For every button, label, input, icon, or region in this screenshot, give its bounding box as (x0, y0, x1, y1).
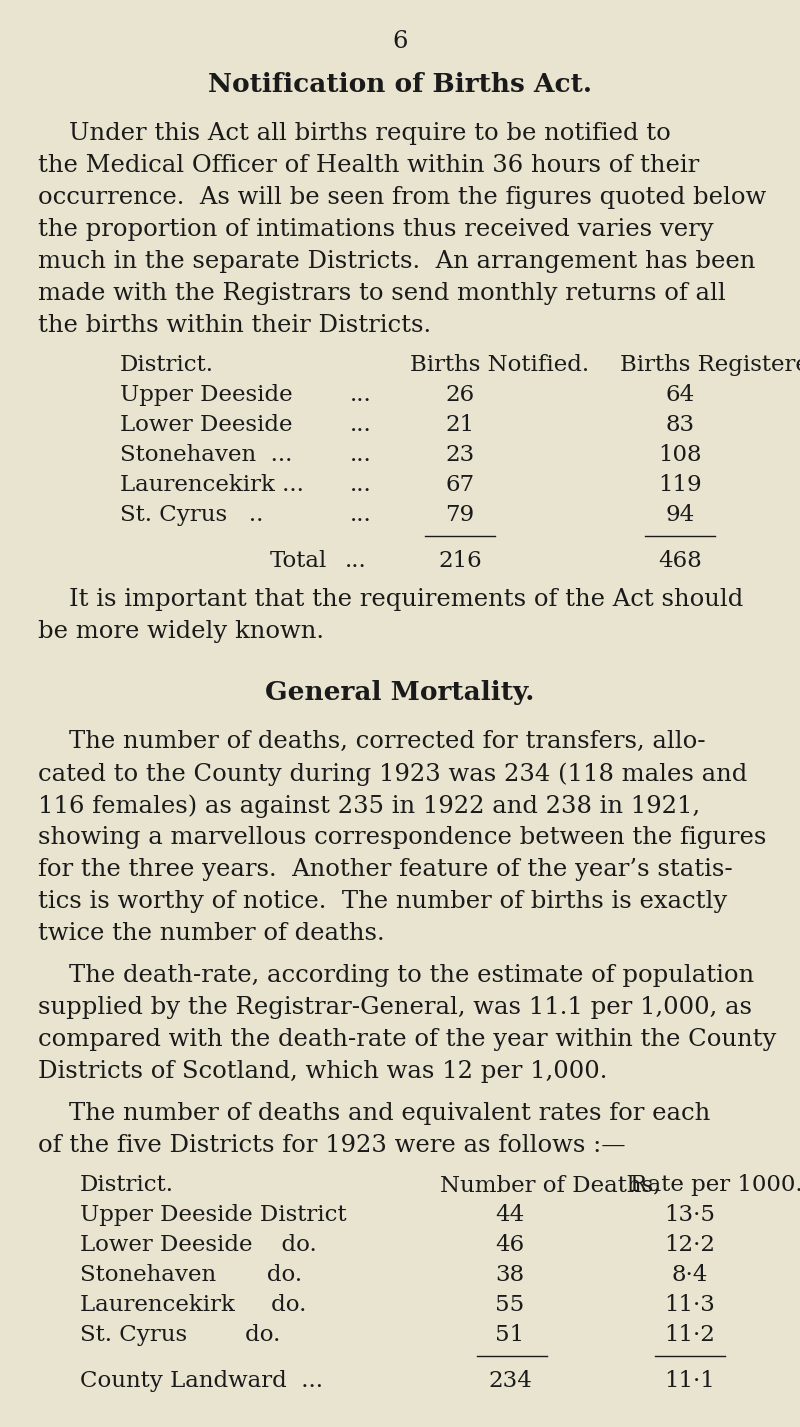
Text: 119: 119 (658, 474, 702, 497)
Text: Births Notified.: Births Notified. (410, 354, 589, 375)
Text: twice the number of deaths.: twice the number of deaths. (38, 922, 385, 945)
Text: 11·3: 11·3 (665, 1294, 715, 1316)
Text: be more widely known.: be more widely known. (38, 619, 324, 644)
Text: the Medical Officer of Health within 36 hours of their: the Medical Officer of Health within 36 … (38, 154, 699, 177)
Text: 46: 46 (495, 1234, 525, 1256)
Text: Lower Deeside    do.: Lower Deeside do. (80, 1234, 317, 1256)
Text: 79: 79 (446, 504, 474, 527)
Text: of the five Districts for 1923 were as follows :—: of the five Districts for 1923 were as f… (38, 1134, 626, 1157)
Text: Rate per 1000.: Rate per 1000. (630, 1174, 800, 1196)
Text: St. Cyrus   ..: St. Cyrus .. (120, 504, 263, 527)
Text: compared with the death-rate of the year within the County: compared with the death-rate of the year… (38, 1027, 776, 1052)
Text: The number of deaths, corrected for transfers, allo-: The number of deaths, corrected for tran… (38, 731, 706, 753)
Text: It is important that the requirements of the Act should: It is important that the requirements of… (38, 588, 743, 611)
Text: 64: 64 (666, 384, 694, 407)
Text: 8·4: 8·4 (672, 1264, 708, 1286)
Text: 12·2: 12·2 (665, 1234, 715, 1256)
Text: Lower Deeside: Lower Deeside (120, 414, 293, 437)
Text: Stonehaven  ...: Stonehaven ... (120, 444, 292, 467)
Text: Under this Act all births require to be notified to: Under this Act all births require to be … (38, 121, 670, 146)
Text: Districts of Scotland, which was 12 per 1,000.: Districts of Scotland, which was 12 per … (38, 1060, 607, 1083)
Text: ...: ... (350, 384, 372, 407)
Text: 216: 216 (438, 549, 482, 572)
Text: 67: 67 (446, 474, 474, 497)
Text: The death-rate, according to the estimate of population: The death-rate, according to the estimat… (38, 965, 754, 987)
Text: 468: 468 (658, 549, 702, 572)
Text: County Landward  ...: County Landward ... (80, 1370, 323, 1391)
Text: ...: ... (350, 444, 372, 467)
Text: District.: District. (80, 1174, 174, 1196)
Text: 11·2: 11·2 (665, 1324, 715, 1346)
Text: 51: 51 (495, 1324, 525, 1346)
Text: Upper Deeside: Upper Deeside (120, 384, 293, 407)
Text: Total: Total (270, 549, 327, 572)
Text: 44: 44 (495, 1204, 525, 1226)
Text: General Mortality.: General Mortality. (266, 681, 534, 705)
Text: 13·5: 13·5 (665, 1204, 715, 1226)
Text: Stonehaven       do.: Stonehaven do. (80, 1264, 302, 1286)
Text: cated to the County during 1923 was 234 (118 males and: cated to the County during 1923 was 234 … (38, 762, 747, 785)
Text: occurrence.  As will be seen from the figures quoted below: occurrence. As will be seen from the fig… (38, 186, 766, 208)
Text: 94: 94 (666, 504, 694, 527)
Text: 21: 21 (446, 414, 474, 437)
Text: for the three years.  Another feature of the year’s statis-: for the three years. Another feature of … (38, 858, 733, 880)
Text: Number of Deaths,: Number of Deaths, (440, 1174, 660, 1196)
Text: The number of deaths and equivalent rates for each: The number of deaths and equivalent rate… (38, 1102, 710, 1124)
Text: District.: District. (120, 354, 214, 375)
Text: 83: 83 (666, 414, 694, 437)
Text: 6: 6 (392, 30, 408, 53)
Text: ...: ... (350, 414, 372, 437)
Text: 23: 23 (446, 444, 474, 467)
Text: ...: ... (350, 504, 372, 527)
Text: Upper Deeside District: Upper Deeside District (80, 1204, 346, 1226)
Text: 11·1: 11·1 (665, 1370, 715, 1391)
Text: 108: 108 (658, 444, 702, 467)
Text: 55: 55 (495, 1294, 525, 1316)
Text: 234: 234 (488, 1370, 532, 1391)
Text: Laurencekirk ...: Laurencekirk ... (120, 474, 304, 497)
Text: showing a marvellous correspondence between the figures: showing a marvellous correspondence betw… (38, 826, 766, 849)
Text: Laurencekirk     do.: Laurencekirk do. (80, 1294, 306, 1316)
Text: the proportion of intimations thus received varies very: the proportion of intimations thus recei… (38, 218, 714, 241)
Text: the births within their Districts.: the births within their Districts. (38, 314, 431, 337)
Text: much in the separate Districts.  An arrangement has been: much in the separate Districts. An arran… (38, 250, 755, 273)
Text: made with the Registrars to send monthly returns of all: made with the Registrars to send monthly… (38, 283, 726, 305)
Text: Births Registered.: Births Registered. (620, 354, 800, 375)
Text: ...: ... (350, 474, 372, 497)
Text: St. Cyrus        do.: St. Cyrus do. (80, 1324, 280, 1346)
Text: ...: ... (345, 549, 366, 572)
Text: tics is worthy of notice.  The number of births is exactly: tics is worthy of notice. The number of … (38, 890, 727, 913)
Text: 116 females) as against 235 in 1922 and 238 in 1921,: 116 females) as against 235 in 1922 and … (38, 793, 700, 818)
Text: Notification of Births Act.: Notification of Births Act. (208, 71, 592, 97)
Text: 38: 38 (495, 1264, 525, 1286)
Text: 26: 26 (446, 384, 474, 407)
Text: supplied by the Registrar-General, was 11.1 per 1,000, as: supplied by the Registrar-General, was 1… (38, 996, 752, 1019)
